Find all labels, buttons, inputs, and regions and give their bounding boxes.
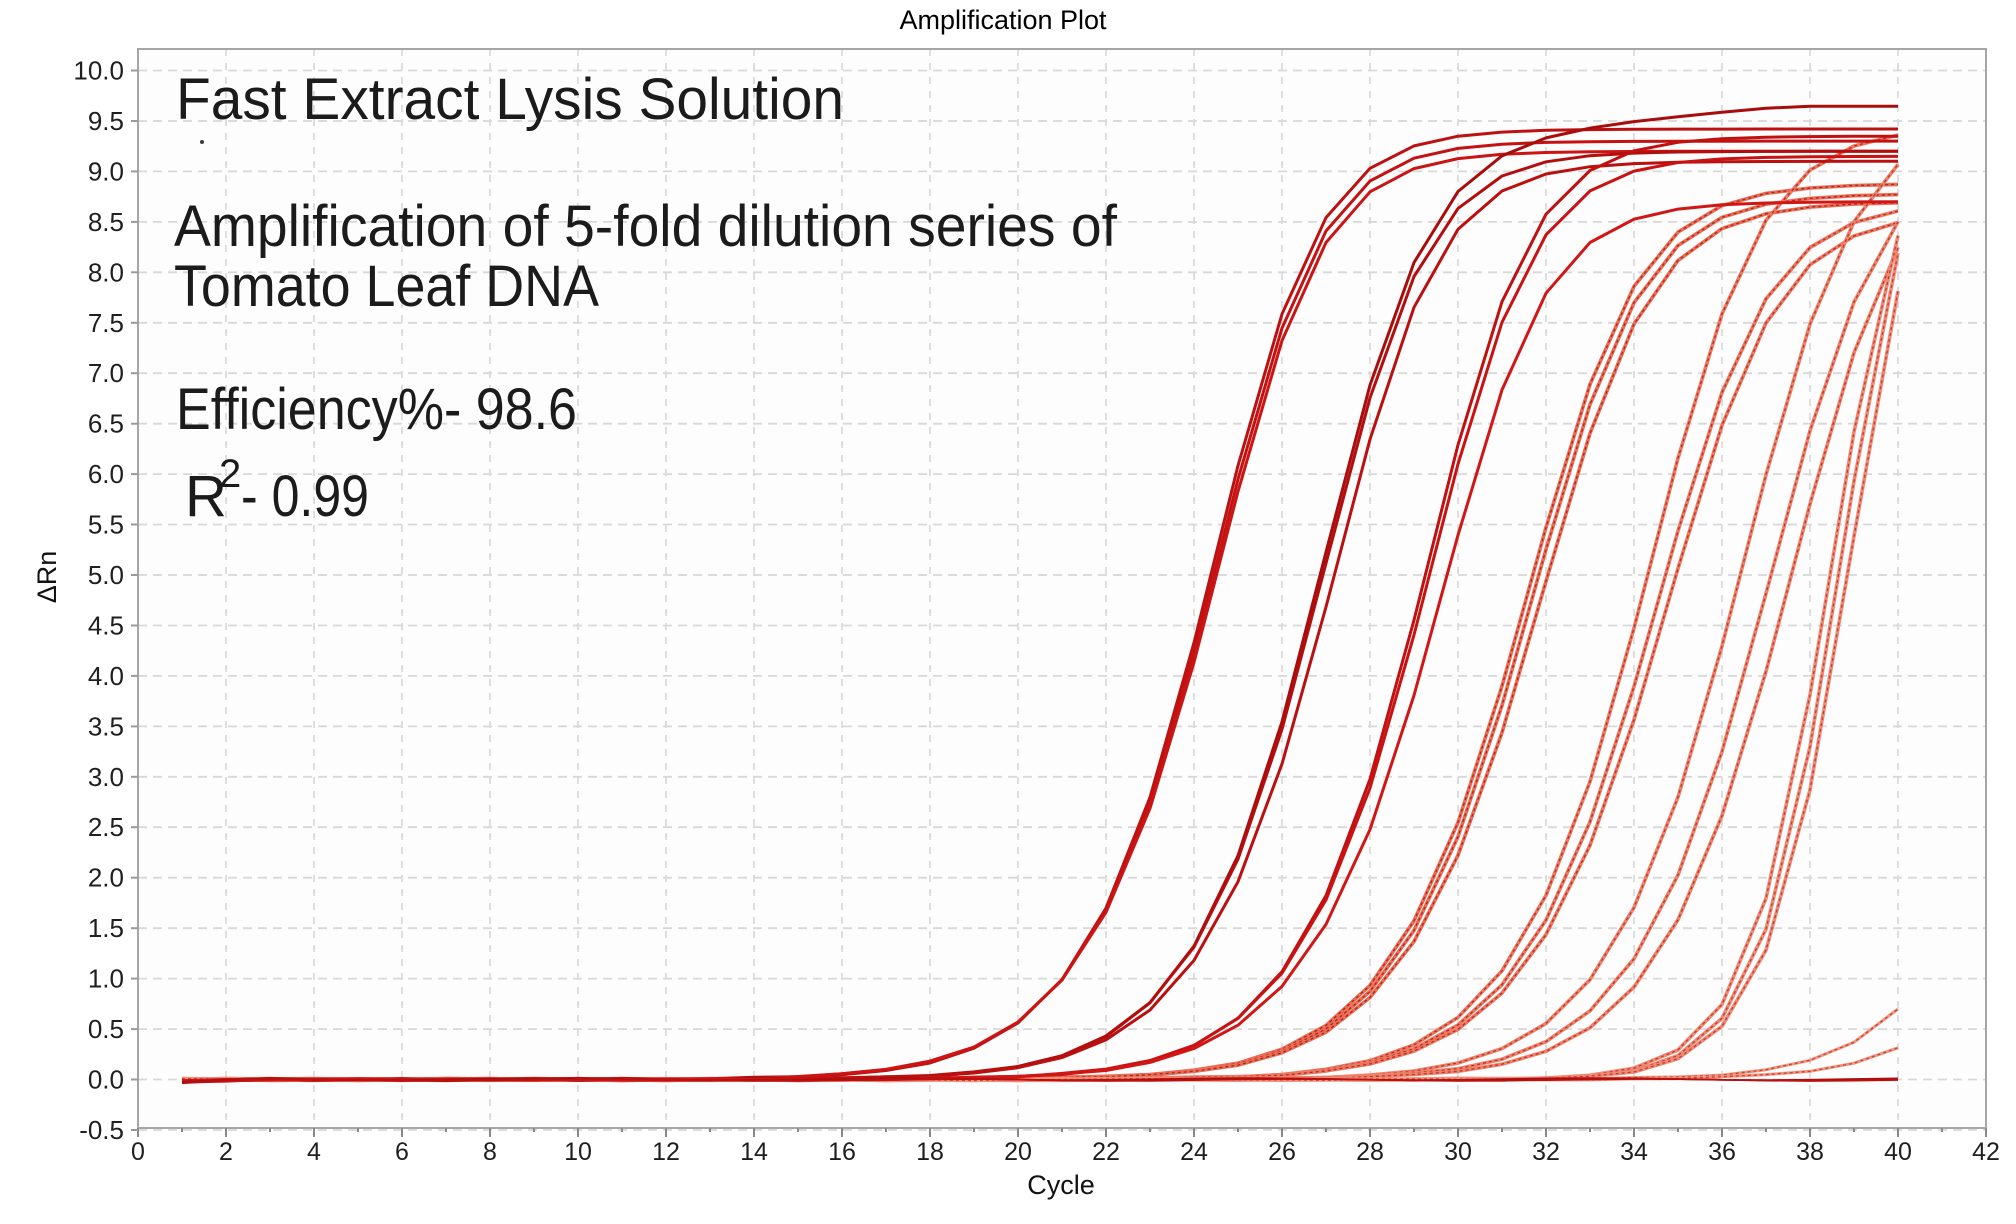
svg-text:R: R <box>185 464 227 529</box>
svg-text:1.5: 1.5 <box>88 913 124 943</box>
svg-text:18: 18 <box>916 1138 944 1166</box>
svg-text:6.0: 6.0 <box>88 459 124 489</box>
svg-text:26: 26 <box>1268 1138 1296 1166</box>
svg-text:2: 2 <box>219 1138 233 1166</box>
svg-text:Fast Extract Lysis Solution: Fast Extract Lysis Solution <box>176 67 844 132</box>
svg-text:5.0: 5.0 <box>88 560 124 590</box>
svg-text:9.0: 9.0 <box>88 156 124 186</box>
svg-text:- 0.99: - 0.99 <box>241 464 369 529</box>
svg-text:14: 14 <box>740 1138 768 1166</box>
svg-text:7.5: 7.5 <box>88 308 124 338</box>
svg-text:2.5: 2.5 <box>88 812 124 842</box>
svg-text:5.5: 5.5 <box>88 510 124 540</box>
svg-text:-0.5: -0.5 <box>79 1115 124 1145</box>
svg-text:38: 38 <box>1796 1138 1824 1166</box>
svg-text:7.0: 7.0 <box>88 358 124 388</box>
svg-text:8.5: 8.5 <box>88 207 124 237</box>
svg-text:Cycle: Cycle <box>1027 1170 1095 1200</box>
svg-text:28: 28 <box>1356 1138 1384 1166</box>
svg-text:6: 6 <box>395 1138 409 1166</box>
svg-text:0.5: 0.5 <box>88 1014 124 1044</box>
svg-text:8: 8 <box>483 1138 497 1166</box>
svg-text:34: 34 <box>1620 1138 1648 1166</box>
svg-text:2.0: 2.0 <box>88 863 124 893</box>
svg-text:32: 32 <box>1532 1138 1560 1166</box>
svg-text:Tomato Leaf DNA: Tomato Leaf DNA <box>174 254 599 319</box>
svg-text:9.5: 9.5 <box>88 106 124 136</box>
svg-text:20: 20 <box>1004 1138 1032 1166</box>
svg-text:42: 42 <box>1972 1138 2000 1166</box>
svg-text:1.0: 1.0 <box>88 964 124 994</box>
svg-text:36: 36 <box>1708 1138 1736 1166</box>
svg-text:10.0: 10.0 <box>73 56 124 86</box>
svg-text:Amplification Plot: Amplification Plot <box>899 5 1107 35</box>
svg-text:16: 16 <box>828 1138 856 1166</box>
svg-text:8.0: 8.0 <box>88 257 124 287</box>
svg-text:12: 12 <box>652 1138 680 1166</box>
svg-text:6.5: 6.5 <box>88 409 124 439</box>
svg-text:0: 0 <box>131 1138 145 1166</box>
svg-text:22: 22 <box>1092 1138 1120 1166</box>
svg-text:24: 24 <box>1180 1138 1208 1166</box>
svg-text:40: 40 <box>1884 1138 1912 1166</box>
svg-text:4: 4 <box>307 1138 321 1166</box>
svg-text:Efficiency%- 98.6: Efficiency%- 98.6 <box>176 377 577 442</box>
svg-text:3.0: 3.0 <box>88 762 124 792</box>
svg-text:3.5: 3.5 <box>88 711 124 741</box>
svg-text:0.0: 0.0 <box>88 1065 124 1095</box>
svg-text:2: 2 <box>219 452 241 496</box>
svg-text:Amplification of 5-fold diluti: Amplification of 5-fold dilution series … <box>174 194 1118 259</box>
svg-text:ΔRn: ΔRn <box>32 551 62 604</box>
svg-text:10: 10 <box>564 1138 592 1166</box>
svg-text:4.0: 4.0 <box>88 661 124 691</box>
svg-text:30: 30 <box>1444 1138 1472 1166</box>
svg-text:4.5: 4.5 <box>88 611 124 641</box>
